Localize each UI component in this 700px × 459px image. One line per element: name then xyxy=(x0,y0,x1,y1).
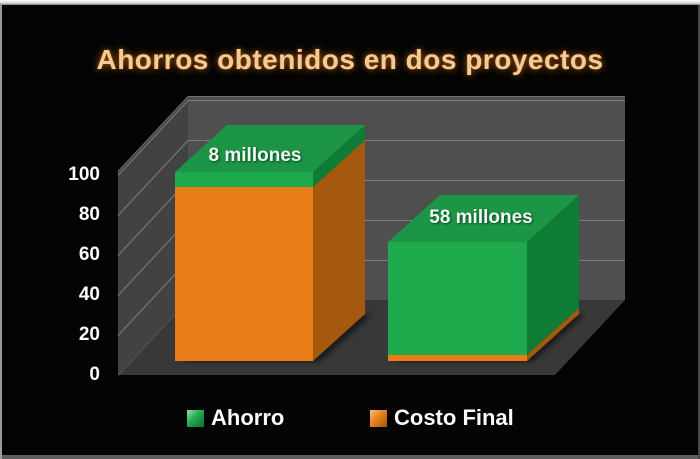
y-axis-tick-80: 80 xyxy=(78,204,100,225)
y-axis-tick-60: 60 xyxy=(78,244,100,265)
bar2-costo-front xyxy=(388,355,527,361)
bar2-costo-side xyxy=(527,308,579,361)
legend-label-costo-final: Costo Final xyxy=(394,405,514,430)
y-axis-tick-0: 0 xyxy=(89,364,100,385)
wall-top-edges xyxy=(117,96,625,172)
legend-item-costo-final: Costo Final xyxy=(370,405,514,431)
y-axis-tick-100: 100 xyxy=(68,164,100,185)
bar2-ahorro-front xyxy=(388,242,527,355)
chart-title: Ahorros obtenidos en dos proyectos xyxy=(96,44,604,75)
bar1-ahorro-front xyxy=(175,172,313,187)
bar1-costo-side xyxy=(313,140,365,361)
bar2-ahorro-side xyxy=(527,195,579,355)
legend-label-ahorro: Ahorro xyxy=(211,405,285,430)
bar-proyecto-1 xyxy=(175,125,372,362)
frame-top-bevel xyxy=(0,0,700,5)
bar2-ahorro-top xyxy=(388,195,579,242)
bar-proyecto-2 xyxy=(388,195,585,362)
bar1-costo-front xyxy=(175,187,313,361)
bar1-ahorro-side xyxy=(313,125,365,187)
legend-swatch-costo-final xyxy=(370,409,387,427)
bar1-ahorro-top xyxy=(175,125,365,172)
y-axis-tick-20: 20 xyxy=(78,324,100,345)
legend-swatch-ahorro xyxy=(187,409,204,427)
bar2-value-label: 58 millones xyxy=(429,207,533,228)
y-axis-tick-40: 40 xyxy=(78,284,100,305)
side-wall xyxy=(118,96,188,375)
legend-item-ahorro: Ahorro xyxy=(187,405,284,431)
bar1-value-label: 8 millones xyxy=(208,145,302,166)
